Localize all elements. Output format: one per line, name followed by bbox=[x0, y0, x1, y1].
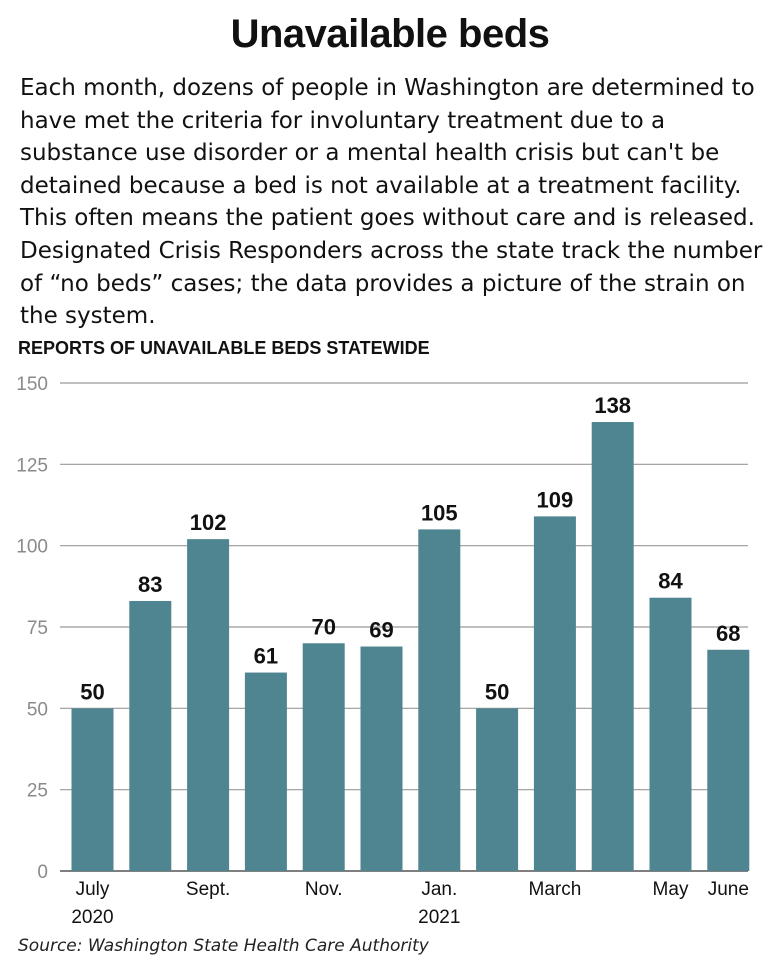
y-axis-ticks: 0 25 50 75 100 125 150 bbox=[16, 374, 48, 883]
value-label: 68 bbox=[716, 621, 740, 646]
chart-title: Unavailable beds bbox=[230, 12, 550, 56]
value-label: 102 bbox=[190, 510, 227, 535]
bar-sept-2020 bbox=[187, 539, 230, 871]
y-tick-label: 125 bbox=[16, 455, 48, 476]
bar-june-2021 bbox=[707, 649, 750, 871]
value-label: 50 bbox=[80, 679, 104, 704]
bar-oct-2020 bbox=[244, 672, 287, 871]
y-tick-label: 100 bbox=[16, 537, 48, 558]
x-tick-label: Nov. bbox=[305, 879, 343, 900]
x-tick-label: Sept. bbox=[186, 879, 230, 900]
value-label: 83 bbox=[138, 572, 162, 597]
y-tick-label: 25 bbox=[27, 781, 48, 802]
value-label: 138 bbox=[594, 393, 631, 418]
bar-april-2021 bbox=[591, 422, 634, 871]
y-tick-label: 0 bbox=[37, 862, 48, 883]
bar-jan-2021 bbox=[418, 529, 461, 871]
bar-feb-2021 bbox=[476, 708, 519, 871]
y-tick-label: 150 bbox=[16, 374, 48, 395]
x-tick-label: March bbox=[529, 879, 582, 900]
y-tick-label: 50 bbox=[27, 699, 48, 720]
value-label: 84 bbox=[658, 569, 683, 594]
x-tick-label: 2021 bbox=[418, 907, 460, 928]
bars bbox=[71, 422, 750, 871]
value-label: 50 bbox=[485, 679, 509, 704]
chart-description: Each month, dozens of people in Washingt… bbox=[20, 75, 763, 330]
bar-nov-2020 bbox=[302, 643, 345, 871]
chart-subtitle: REPORTS OF UNAVAILABLE BEDS STATEWIDE bbox=[18, 338, 430, 358]
value-label: 61 bbox=[254, 644, 278, 669]
value-label: 69 bbox=[369, 618, 393, 643]
y-tick-label: 75 bbox=[27, 618, 48, 639]
value-label: 70 bbox=[311, 614, 335, 639]
source-note: Source: Washington State Health Care Aut… bbox=[18, 936, 429, 956]
bar-dec-2020 bbox=[360, 646, 403, 871]
x-tick-label: July bbox=[76, 879, 110, 900]
x-tick-label: 2020 bbox=[71, 907, 113, 928]
value-labels: 50 83 102 61 70 69 105 50 109 138 84 68 bbox=[80, 393, 740, 704]
value-label: 105 bbox=[421, 500, 458, 525]
x-tick-label: May bbox=[653, 879, 689, 900]
bar-march-2021 bbox=[533, 516, 576, 871]
bar-aug-2020 bbox=[129, 600, 172, 871]
x-axis-ticks: July 2020 Sept. Nov. Jan. 2021 March May June bbox=[71, 879, 749, 928]
value-label: 109 bbox=[537, 487, 574, 512]
x-tick-label: Jan. bbox=[421, 879, 457, 900]
bar-july-2020 bbox=[71, 708, 114, 871]
x-tick-label: June bbox=[708, 879, 749, 900]
bar-may-2021 bbox=[649, 597, 692, 871]
